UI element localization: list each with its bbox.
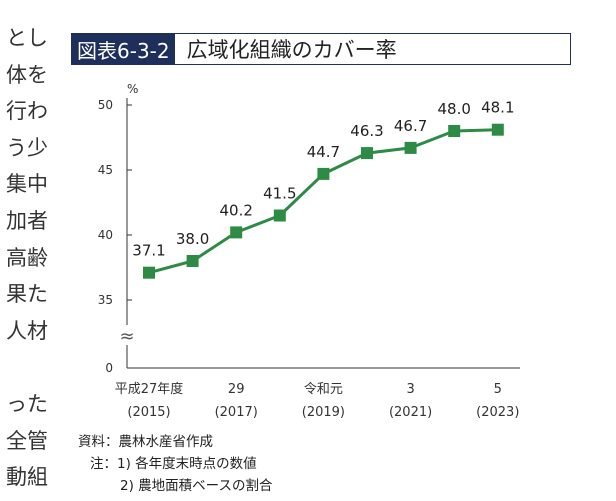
data-point: [448, 125, 461, 137]
data-label: 46.7: [394, 117, 427, 135]
figure-title: 広域化組織のカバー率: [186, 38, 397, 62]
data-label: 37.1: [132, 242, 165, 260]
data-point: [186, 255, 199, 267]
body-text-fragment: とし体を行わう少集中加者高齢果た人材った全管動組: [0, 20, 48, 496]
data-label: 44.7: [307, 143, 340, 161]
body-text-line: 果た: [6, 282, 48, 307]
y-tick-label: 0: [105, 361, 113, 375]
data-label: 48.1: [481, 99, 514, 117]
body-text-line: 体を: [6, 62, 48, 87]
figure-notes: 資料：農林水産省作成 注：1) 各年度末時点の数値 2) 農地面積ベースの割合: [78, 431, 272, 497]
body-text-line: 集中: [6, 172, 48, 197]
body-text-line: った: [6, 391, 48, 416]
x-tick-label-year: (2023): [476, 405, 519, 420]
note-2: 2) 農地面積ベースの割合: [120, 478, 273, 494]
x-tick-label: 3: [406, 382, 414, 397]
data-label: 38.0: [176, 230, 209, 248]
figure-number-label: 図表6-3-2: [72, 34, 175, 64]
body-text-line: 高齢: [6, 245, 48, 270]
y-tick-label: 40: [98, 228, 113, 242]
x-tick-label: 平成27年度: [115, 381, 184, 397]
y-tick-label: 50: [98, 98, 113, 112]
y-tick-label: 35: [98, 293, 113, 307]
data-label: 48.0: [437, 100, 470, 118]
body-text-line: 全管: [6, 428, 48, 453]
source-note: 資料：農林水産省作成: [78, 434, 213, 450]
data-point: [230, 226, 243, 239]
data-point: [404, 141, 417, 154]
y-tick-label: 45: [98, 163, 113, 177]
figure-title-box: 図表6-3-2 広域化組織のカバー率: [71, 33, 571, 65]
data-label: 40.2: [219, 201, 252, 219]
axis-break-symbol: ≈: [119, 326, 134, 347]
data-point: [273, 209, 286, 222]
data-point: [317, 167, 330, 180]
data-point: [361, 147, 373, 160]
body-text-line: う少: [6, 135, 48, 160]
body-text-line: 行わ: [6, 99, 48, 124]
x-tick-label-year: (2017): [215, 405, 258, 420]
data-point: [143, 266, 155, 279]
body-text-line: 人材: [6, 318, 48, 343]
data-label: 41.5: [263, 185, 296, 203]
x-tick-label-year: (2019): [302, 405, 345, 420]
x-tick-label: 令和元: [304, 382, 343, 397]
x-tick-label-year: (2021): [389, 405, 432, 420]
note-1: 注：1) 各年度末時点の数値: [90, 456, 257, 472]
x-tick-label: 5: [494, 382, 502, 397]
body-text-line: とし: [6, 26, 48, 50]
x-tick-label-year: (2015): [127, 405, 170, 420]
body-text-line: 加者: [6, 208, 48, 233]
x-tick-label: 29: [228, 382, 245, 397]
body-text-line: 動組: [6, 465, 48, 490]
data-point: [491, 123, 504, 136]
y-axis-unit-label: %: [127, 82, 138, 96]
data-label: 46.3: [350, 122, 383, 140]
